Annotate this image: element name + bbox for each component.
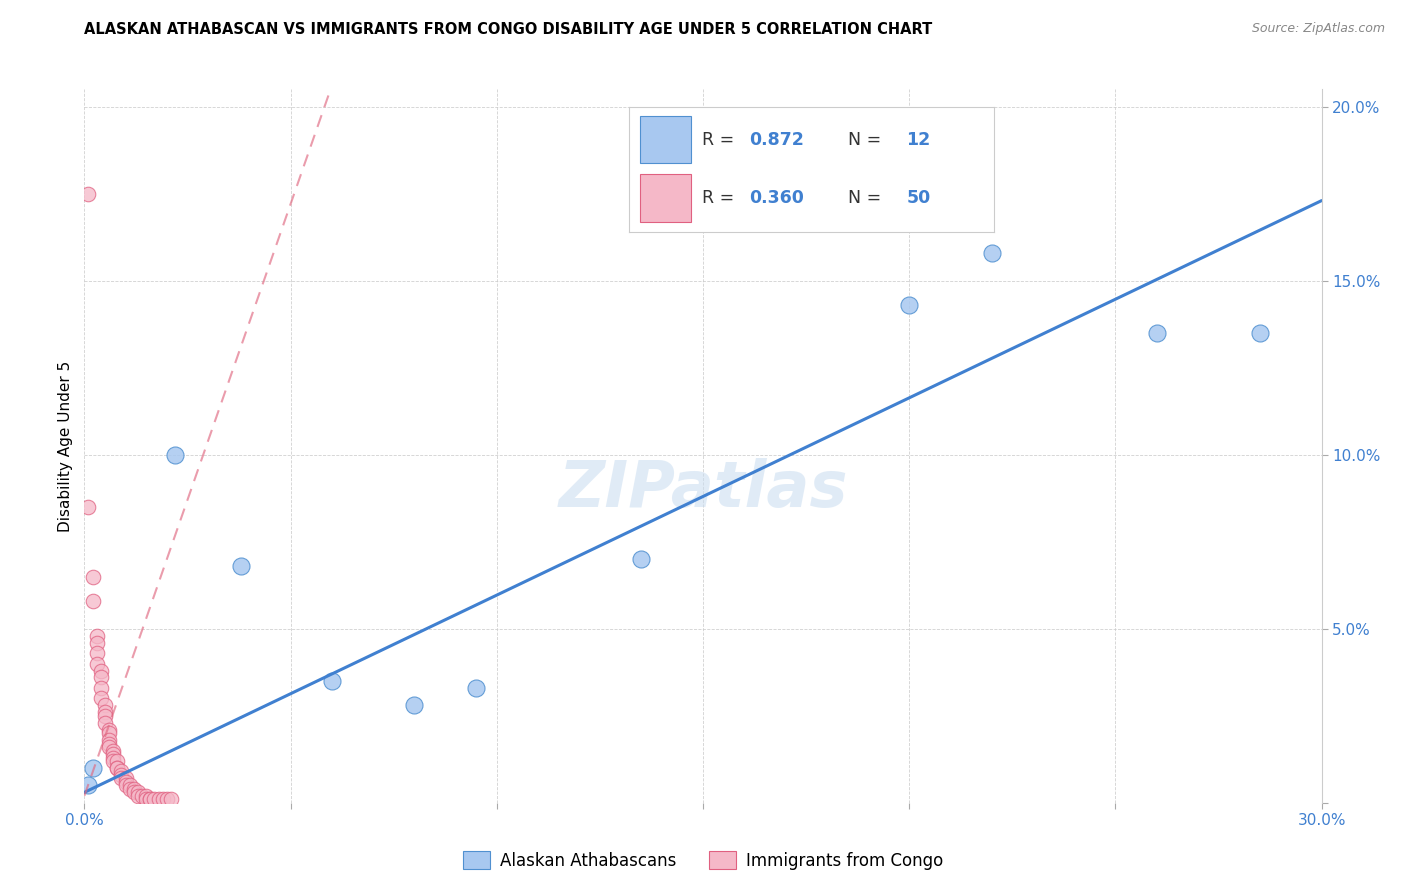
- Point: [135, 789, 157, 803]
- Point: [160, 792, 183, 806]
- Point: [114, 772, 136, 786]
- Point: [139, 792, 162, 806]
- Point: [110, 768, 132, 782]
- Point: [465, 681, 488, 695]
- Point: [114, 775, 136, 789]
- Point: [98, 726, 121, 740]
- Point: [229, 559, 252, 574]
- Point: [898, 298, 921, 312]
- Text: ZIPatlas: ZIPatlas: [558, 458, 848, 520]
- Point: [94, 706, 117, 720]
- Point: [98, 733, 121, 747]
- Point: [103, 747, 125, 761]
- Point: [98, 723, 121, 737]
- Text: ALASKAN ATHABASCAN VS IMMIGRANTS FROM CONGO DISABILITY AGE UNDER 5 CORRELATION C: ALASKAN ATHABASCAN VS IMMIGRANTS FROM CO…: [84, 22, 932, 37]
- Point: [103, 743, 125, 757]
- Y-axis label: Disability Age Under 5: Disability Age Under 5: [58, 360, 73, 532]
- Point: [94, 698, 117, 713]
- Point: [98, 737, 121, 751]
- Point: [135, 792, 157, 806]
- Point: [630, 552, 652, 566]
- Point: [139, 792, 162, 806]
- Point: [86, 646, 108, 660]
- Point: [114, 778, 136, 792]
- Point: [148, 792, 170, 806]
- Point: [77, 500, 100, 514]
- Point: [90, 691, 112, 706]
- Point: [165, 448, 187, 462]
- Point: [404, 698, 426, 713]
- Point: [90, 664, 112, 678]
- Point: [82, 569, 104, 583]
- Point: [131, 789, 153, 803]
- Point: [118, 778, 141, 792]
- Point: [94, 715, 117, 730]
- Point: [980, 245, 1002, 260]
- Point: [152, 792, 174, 806]
- Point: [1249, 326, 1271, 340]
- Point: [94, 708, 117, 723]
- Point: [82, 594, 104, 608]
- Point: [122, 781, 145, 796]
- Point: [118, 781, 141, 796]
- Point: [143, 792, 166, 806]
- Point: [105, 754, 128, 768]
- Point: [105, 761, 128, 775]
- Point: [98, 740, 121, 755]
- Point: [110, 764, 132, 779]
- Point: [127, 789, 149, 803]
- Point: [77, 186, 100, 201]
- Point: [86, 635, 108, 649]
- Point: [103, 750, 125, 764]
- Point: [90, 681, 112, 695]
- Point: [156, 792, 179, 806]
- Point: [105, 761, 128, 775]
- Point: [82, 761, 104, 775]
- Point: [77, 778, 100, 792]
- Point: [86, 657, 108, 671]
- Point: [321, 673, 343, 688]
- Point: [110, 772, 132, 786]
- Point: [90, 671, 112, 685]
- Point: [122, 785, 145, 799]
- Legend: Alaskan Athabascans, Immigrants from Congo: Alaskan Athabascans, Immigrants from Con…: [456, 845, 950, 877]
- Point: [86, 629, 108, 643]
- Point: [103, 754, 125, 768]
- Point: [127, 785, 149, 799]
- Point: [1146, 326, 1168, 340]
- Text: Source: ZipAtlas.com: Source: ZipAtlas.com: [1251, 22, 1385, 36]
